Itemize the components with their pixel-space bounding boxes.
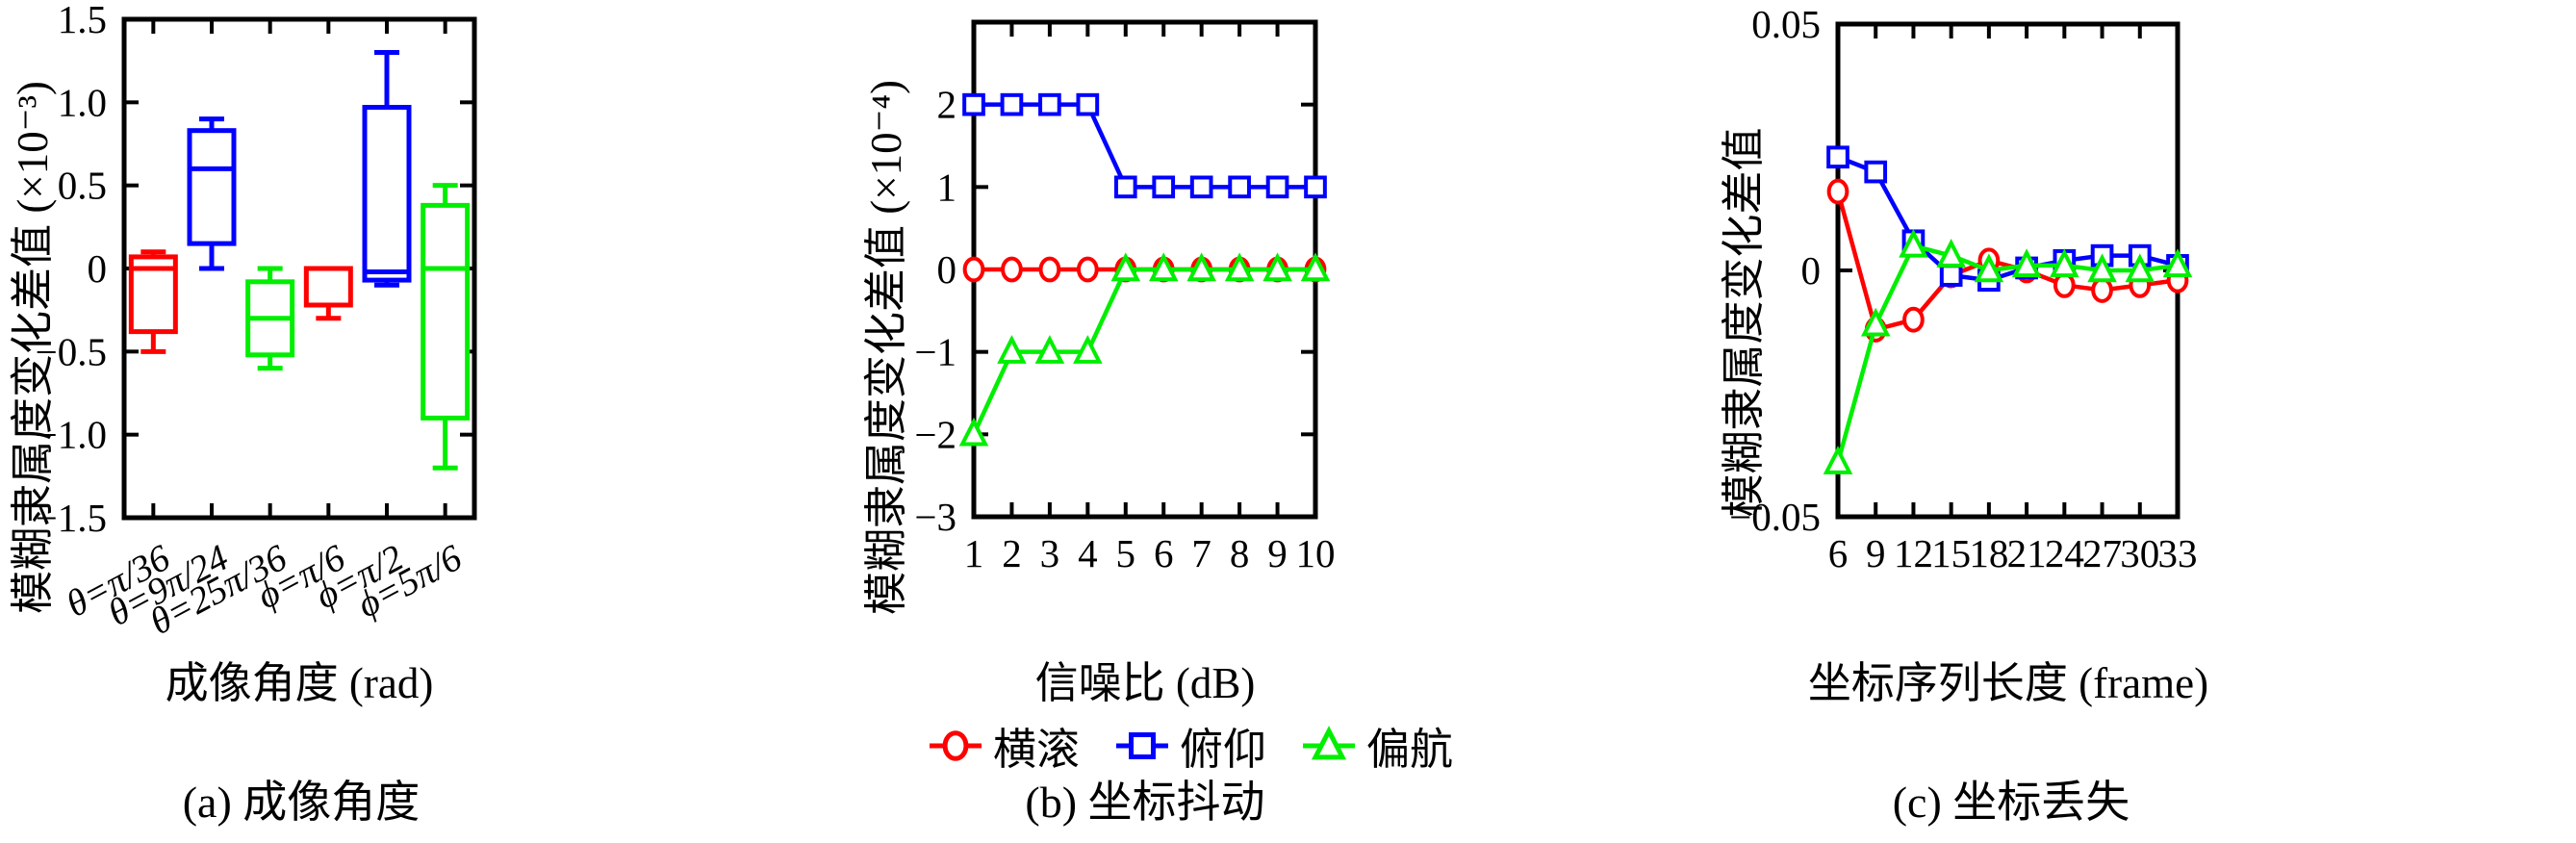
svg-text:21: 21 <box>2007 531 2047 575</box>
svg-text:−0.05: −0.05 <box>1729 495 1821 539</box>
svg-text:0: 0 <box>88 246 108 291</box>
svg-text:0.05: 0.05 <box>1751 2 1821 46</box>
yaw-triangle-marker-icon <box>1303 725 1356 759</box>
svg-text:0.5: 0.5 <box>58 164 107 208</box>
svg-text:30: 30 <box>2120 531 2159 575</box>
svg-text:18: 18 <box>1969 531 2008 575</box>
svg-text:1: 1 <box>937 165 957 209</box>
svg-text:7: 7 <box>1191 531 1211 575</box>
subplot-b-y-axis-label: 模糊隶属度变化差值 (×10⁻⁴) <box>862 79 910 616</box>
legend-label-roll: 横滚 <box>993 726 1081 774</box>
subplot-c-y-axis-label: 模糊隶属度变化差值 <box>1720 127 1768 518</box>
svg-text:−1: −1 <box>914 330 956 374</box>
svg-text:5: 5 <box>1116 531 1136 575</box>
svg-text:10: 10 <box>1296 531 1336 575</box>
svg-text:33: 33 <box>2158 531 2198 575</box>
svg-text:6: 6 <box>1154 531 1174 575</box>
svg-text:27: 27 <box>2082 531 2122 575</box>
svg-text:2: 2 <box>1002 531 1022 575</box>
subplot-a-x-axis-label: 成像角度 (rad) <box>165 659 434 707</box>
svg-text:6: 6 <box>1828 531 1849 575</box>
svg-text:−3: −3 <box>914 495 956 539</box>
legend-label-yaw: 偏航 <box>1366 726 1454 774</box>
svg-text:1: 1 <box>964 531 984 575</box>
svg-text:1.0: 1.0 <box>58 80 107 124</box>
svg-text:−2: −2 <box>914 412 956 456</box>
roll-circle-marker-icon <box>930 729 982 761</box>
svg-text:−1.5: −1.5 <box>36 496 107 540</box>
subplot-b-caption: (b) 坐标抖动 <box>1025 778 1265 827</box>
subplot-c-x-axis-label: 坐标序列长度 (frame) <box>1807 659 2209 707</box>
svg-text:9: 9 <box>1267 531 1288 575</box>
legend-item-pitch: 俯仰 <box>1116 714 1266 777</box>
legend: 横滚 俯仰 偏航 <box>930 714 1453 777</box>
svg-text:4: 4 <box>1078 531 1098 575</box>
legend-label-pitch: 俯仰 <box>1180 726 1267 774</box>
svg-text:−0.5: −0.5 <box>36 329 107 373</box>
legend-item-roll: 横滚 <box>930 714 1080 777</box>
svg-text:0: 0 <box>937 247 957 292</box>
pitch-square-marker-icon <box>1116 731 1169 759</box>
svg-text:−1.0: −1.0 <box>36 413 107 457</box>
svg-text:12: 12 <box>1894 531 1933 575</box>
svg-text:9: 9 <box>1866 531 1886 575</box>
subplot-c-caption: (c) 坐标丢失 <box>1892 778 2130 827</box>
subplot-b-x-axis-label: 信噪比 (dB) <box>1034 659 1256 707</box>
svg-text:24: 24 <box>2045 531 2084 575</box>
subplot-b-plot: 210−1−2−31 2 3 4 5 6 7 8 9 10 <box>914 19 1336 575</box>
subplot-a-plot: 1.51.00.50−0.5−1.0−1.5θ=π/36θ=9π/24θ=25π… <box>36 0 477 643</box>
legend-item-yaw: 偏航 <box>1303 714 1453 777</box>
svg-text:1.5: 1.5 <box>58 0 107 41</box>
svg-text:15: 15 <box>1931 531 1971 575</box>
svg-text:8: 8 <box>1230 531 1250 575</box>
svg-text:3: 3 <box>1040 531 1060 575</box>
svg-text:0: 0 <box>1801 248 1822 293</box>
svg-text:2: 2 <box>937 83 957 127</box>
subplot-a-caption: (a) 成像角度 <box>182 778 421 827</box>
